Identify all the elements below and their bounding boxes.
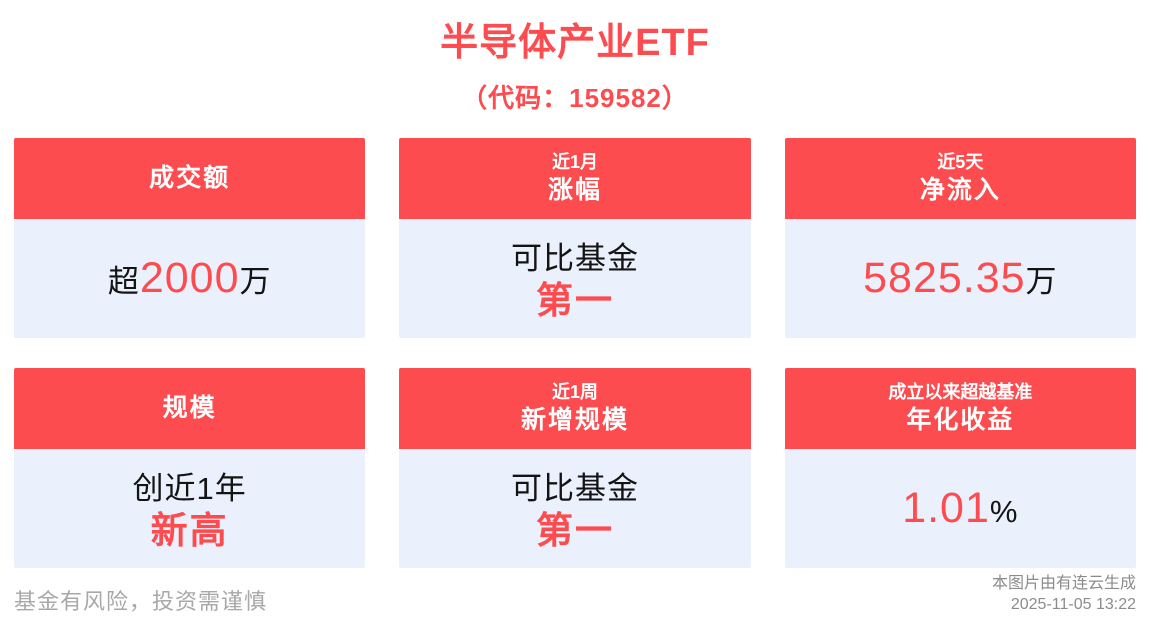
card-1w-new-scale-header-sub: 近1周	[551, 381, 598, 402]
card-scale-body: 创近1年 新高	[14, 449, 366, 568]
card-1w-new-scale: 近1周 新增规模 可比基金 第一	[399, 368, 751, 568]
page-title: 半导体产业ETF	[440, 22, 710, 64]
card-1m-gain-value-row2: 第一	[536, 279, 614, 323]
card-5d-net-inflow-header-title: 净流入	[919, 175, 1001, 204]
card-turnover-value-row: 超2000万	[108, 253, 272, 304]
card-scale-header-title: 规模	[162, 394, 217, 423]
value-highlight: 第一	[535, 509, 614, 551]
card-1w-new-scale-value-row: 可比基金	[511, 465, 639, 509]
card-scale-value-row2: 新高	[151, 509, 229, 553]
card-5d-net-inflow-header: 近5天 净流入	[784, 138, 1136, 219]
card-5d-net-inflow: 近5天 净流入 5825.35万	[784, 138, 1136, 338]
risk-disclaimer: 基金有风险，投资需谨慎	[14, 589, 268, 614]
value-prefix: 创近1年	[132, 470, 247, 506]
card-5d-net-inflow-header-sub: 近5天	[937, 151, 984, 172]
card-scale-header: 规模	[14, 368, 366, 449]
card-scale: 规模 创近1年 新高	[14, 368, 366, 568]
value-prefix: 可比基金	[510, 240, 639, 276]
value-highlight: 第一	[535, 279, 614, 321]
value-highlight: 新高	[150, 509, 229, 551]
generation-timestamp: 2025-11-05 13:22	[1010, 596, 1136, 614]
card-1w-new-scale-value-row2: 第一	[536, 509, 614, 553]
card-1w-new-scale-body: 可比基金 第一	[399, 449, 751, 568]
generation-credit: 本图片由有连云生成 2025-11-05 13:22	[992, 574, 1136, 616]
value-highlight: 1.01	[902, 484, 990, 533]
card-1m-gain: 近1月 涨幅 可比基金 第一	[399, 138, 751, 338]
card-annualized-return-header: 成立以来超越基准 年化收益	[784, 368, 1136, 449]
card-turnover-body: 超2000万	[14, 219, 366, 338]
card-1m-gain-body: 可比基金 第一	[399, 219, 751, 338]
card-annualized-return-body: 1.01%	[784, 449, 1136, 568]
value-suffix: 万	[1025, 264, 1058, 300]
card-annualized-return-header-title: 年化收益	[906, 405, 1015, 434]
card-annualized-return-header-sub: 成立以来超越基准	[888, 381, 1033, 402]
value-highlight: 5825.35	[863, 254, 1026, 303]
card-1m-gain-header: 近1月 涨幅	[399, 138, 751, 219]
value-suffix: %	[989, 494, 1019, 530]
card-scale-value-row: 创近1年	[133, 465, 247, 509]
value-prefix: 可比基金	[510, 470, 639, 506]
value-highlight: 2000	[139, 254, 240, 303]
card-5d-net-inflow-value-row: 5825.35万	[863, 253, 1057, 304]
card-1m-gain-value-row: 可比基金	[511, 235, 639, 279]
generation-source: 本图片由有连云生成	[991, 575, 1136, 593]
card-1m-gain-header-sub: 近1月	[551, 151, 598, 172]
card-annualized-return: 成立以来超越基准 年化收益 1.01%	[784, 368, 1136, 568]
card-annualized-return-value-row: 1.01%	[902, 483, 1018, 534]
fund-code: （代码：159582）	[461, 82, 689, 113]
value-suffix: 万	[239, 264, 272, 300]
metrics-grid: 成交额 超2000万 近1月 涨幅 可比基金 第一 近5天	[14, 138, 1136, 568]
card-1m-gain-header-title: 涨幅	[547, 175, 602, 204]
card-1w-new-scale-header-title: 新增规模	[520, 405, 629, 434]
card-turnover: 成交额 超2000万	[14, 138, 366, 338]
card-turnover-header: 成交额	[14, 138, 366, 219]
card-5d-net-inflow-body: 5825.35万	[784, 219, 1136, 338]
value-prefix: 超	[107, 264, 140, 300]
card-1w-new-scale-header: 近1周 新增规模	[399, 368, 751, 449]
card-turnover-header-title: 成交额	[149, 164, 231, 193]
